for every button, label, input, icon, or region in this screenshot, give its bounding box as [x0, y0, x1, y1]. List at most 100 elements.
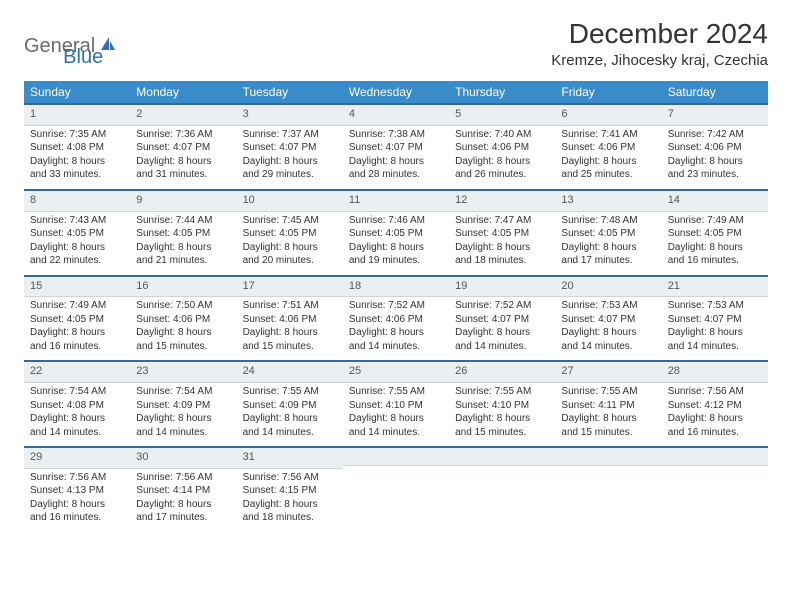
daylight-line1: Daylight: 8 hours: [243, 242, 337, 255]
day-details: Sunrise: 7:50 AMSunset: 4:06 PMDaylight:…: [130, 297, 236, 360]
calendar-day-cell: 31Sunrise: 7:56 AMSunset: 4:15 PMDayligh…: [237, 447, 343, 532]
calendar-day-cell: 2Sunrise: 7:36 AMSunset: 4:07 PMDaylight…: [130, 104, 236, 190]
calendar-day-cell: 4Sunrise: 7:38 AMSunset: 4:07 PMDaylight…: [343, 104, 449, 190]
day-details: Sunrise: 7:52 AMSunset: 4:06 PMDaylight:…: [343, 297, 449, 360]
daylight-line1: Daylight: 8 hours: [349, 242, 443, 255]
daylight-line1: Daylight: 8 hours: [561, 156, 655, 169]
daylight-line1: Daylight: 8 hours: [243, 327, 337, 340]
sunset-text: Sunset: 4:07 PM: [455, 314, 549, 327]
sunrise-text: Sunrise: 7:46 AM: [349, 215, 443, 228]
sunrise-text: Sunrise: 7:37 AM: [243, 129, 337, 142]
calendar-day-cell: 11Sunrise: 7:46 AMSunset: 4:05 PMDayligh…: [343, 190, 449, 276]
day-number: 3: [237, 105, 343, 126]
sunset-text: Sunset: 4:12 PM: [668, 400, 762, 413]
day-number: 30: [130, 448, 236, 469]
sunset-text: Sunset: 4:07 PM: [668, 314, 762, 327]
daylight-line2: and 22 minutes.: [30, 255, 124, 268]
sunrise-text: Sunrise: 7:56 AM: [668, 386, 762, 399]
sunrise-text: Sunrise: 7:42 AM: [668, 129, 762, 142]
daylight-line1: Daylight: 8 hours: [243, 499, 337, 512]
day-number: 24: [237, 362, 343, 383]
weekday-header: Sunday: [24, 81, 130, 104]
brand-part2: Blue: [63, 46, 103, 69]
calendar-day-cell: 1Sunrise: 7:35 AMSunset: 4:08 PMDaylight…: [24, 104, 130, 190]
sunrise-text: Sunrise: 7:56 AM: [136, 472, 230, 485]
calendar-day-cell: 19Sunrise: 7:52 AMSunset: 4:07 PMDayligh…: [449, 276, 555, 362]
day-number: 10: [237, 191, 343, 212]
day-details: Sunrise: 7:49 AMSunset: 4:05 PMDaylight:…: [24, 297, 130, 360]
daylight-line2: and 15 minutes.: [136, 341, 230, 354]
day-details: Sunrise: 7:52 AMSunset: 4:07 PMDaylight:…: [449, 297, 555, 360]
daylight-line1: Daylight: 8 hours: [668, 242, 762, 255]
calendar-week-row: 22Sunrise: 7:54 AMSunset: 4:08 PMDayligh…: [24, 361, 768, 447]
calendar-week-row: 8Sunrise: 7:43 AMSunset: 4:05 PMDaylight…: [24, 190, 768, 276]
daylight-line1: Daylight: 8 hours: [455, 327, 549, 340]
daylight-line2: and 20 minutes.: [243, 255, 337, 268]
daylight-line1: Daylight: 8 hours: [136, 499, 230, 512]
calendar-day-cell: 24Sunrise: 7:55 AMSunset: 4:09 PMDayligh…: [237, 361, 343, 447]
sunrise-text: Sunrise: 7:47 AM: [455, 215, 549, 228]
calendar-day-cell: 27Sunrise: 7:55 AMSunset: 4:11 PMDayligh…: [555, 361, 661, 447]
sunset-text: Sunset: 4:05 PM: [136, 228, 230, 241]
sunset-text: Sunset: 4:06 PM: [668, 142, 762, 155]
sunset-text: Sunset: 4:06 PM: [136, 314, 230, 327]
sunset-text: Sunset: 4:13 PM: [30, 485, 124, 498]
daylight-line1: Daylight: 8 hours: [455, 413, 549, 426]
sunset-text: Sunset: 4:06 PM: [455, 142, 549, 155]
day-details: Sunrise: 7:37 AMSunset: 4:07 PMDaylight:…: [237, 126, 343, 189]
sunrise-text: Sunrise: 7:49 AM: [30, 300, 124, 313]
sunrise-text: Sunrise: 7:44 AM: [136, 215, 230, 228]
sunset-text: Sunset: 4:06 PM: [349, 314, 443, 327]
day-number: 26: [449, 362, 555, 383]
day-details: Sunrise: 7:56 AMSunset: 4:13 PMDaylight:…: [24, 469, 130, 532]
calendar-day-cell: 21Sunrise: 7:53 AMSunset: 4:07 PMDayligh…: [662, 276, 768, 362]
day-details: Sunrise: 7:46 AMSunset: 4:05 PMDaylight:…: [343, 212, 449, 275]
weekday-header-row: Sunday Monday Tuesday Wednesday Thursday…: [24, 81, 768, 104]
calendar-day-cell: [662, 447, 768, 532]
sunrise-text: Sunrise: 7:55 AM: [455, 386, 549, 399]
day-details: Sunrise: 7:45 AMSunset: 4:05 PMDaylight:…: [237, 212, 343, 275]
day-number: [555, 448, 661, 466]
sunrise-text: Sunrise: 7:36 AM: [136, 129, 230, 142]
weekday-header: Friday: [555, 81, 661, 104]
calendar-day-cell: 14Sunrise: 7:49 AMSunset: 4:05 PMDayligh…: [662, 190, 768, 276]
sunrise-text: Sunrise: 7:48 AM: [561, 215, 655, 228]
day-details: Sunrise: 7:55 AMSunset: 4:10 PMDaylight:…: [343, 383, 449, 446]
calendar-day-cell: 8Sunrise: 7:43 AMSunset: 4:05 PMDaylight…: [24, 190, 130, 276]
day-number: 28: [662, 362, 768, 383]
sunset-text: Sunset: 4:09 PM: [243, 400, 337, 413]
day-details: Sunrise: 7:42 AMSunset: 4:06 PMDaylight:…: [662, 126, 768, 189]
day-number: 21: [662, 277, 768, 298]
daylight-line2: and 18 minutes.: [455, 255, 549, 268]
sunrise-text: Sunrise: 7:55 AM: [349, 386, 443, 399]
daylight-line2: and 14 minutes.: [136, 427, 230, 440]
sunrise-text: Sunrise: 7:55 AM: [561, 386, 655, 399]
day-number: 23: [130, 362, 236, 383]
daylight-line2: and 14 minutes.: [561, 341, 655, 354]
daylight-line1: Daylight: 8 hours: [30, 242, 124, 255]
day-number: 13: [555, 191, 661, 212]
daylight-line1: Daylight: 8 hours: [349, 156, 443, 169]
weekday-header: Thursday: [449, 81, 555, 104]
daylight-line1: Daylight: 8 hours: [349, 327, 443, 340]
day-number: 17: [237, 277, 343, 298]
day-number: 18: [343, 277, 449, 298]
daylight-line2: and 16 minutes.: [668, 255, 762, 268]
page-header: General Blue December 2024 Kremze, Jihoc…: [24, 18, 768, 69]
calendar-day-cell: 17Sunrise: 7:51 AMSunset: 4:06 PMDayligh…: [237, 276, 343, 362]
daylight-line1: Daylight: 8 hours: [136, 156, 230, 169]
daylight-line2: and 17 minutes.: [561, 255, 655, 268]
daylight-line2: and 16 minutes.: [30, 512, 124, 525]
daylight-line1: Daylight: 8 hours: [243, 413, 337, 426]
sunset-text: Sunset: 4:05 PM: [349, 228, 443, 241]
daylight-line1: Daylight: 8 hours: [30, 413, 124, 426]
daylight-line2: and 16 minutes.: [668, 427, 762, 440]
daylight-line1: Daylight: 8 hours: [561, 242, 655, 255]
day-number: 5: [449, 105, 555, 126]
calendar-week-row: 15Sunrise: 7:49 AMSunset: 4:05 PMDayligh…: [24, 276, 768, 362]
calendar-table: Sunday Monday Tuesday Wednesday Thursday…: [24, 81, 768, 532]
sunrise-text: Sunrise: 7:51 AM: [243, 300, 337, 313]
sunset-text: Sunset: 4:05 PM: [30, 228, 124, 241]
day-details: Sunrise: 7:53 AMSunset: 4:07 PMDaylight:…: [555, 297, 661, 360]
day-details: Sunrise: 7:44 AMSunset: 4:05 PMDaylight:…: [130, 212, 236, 275]
